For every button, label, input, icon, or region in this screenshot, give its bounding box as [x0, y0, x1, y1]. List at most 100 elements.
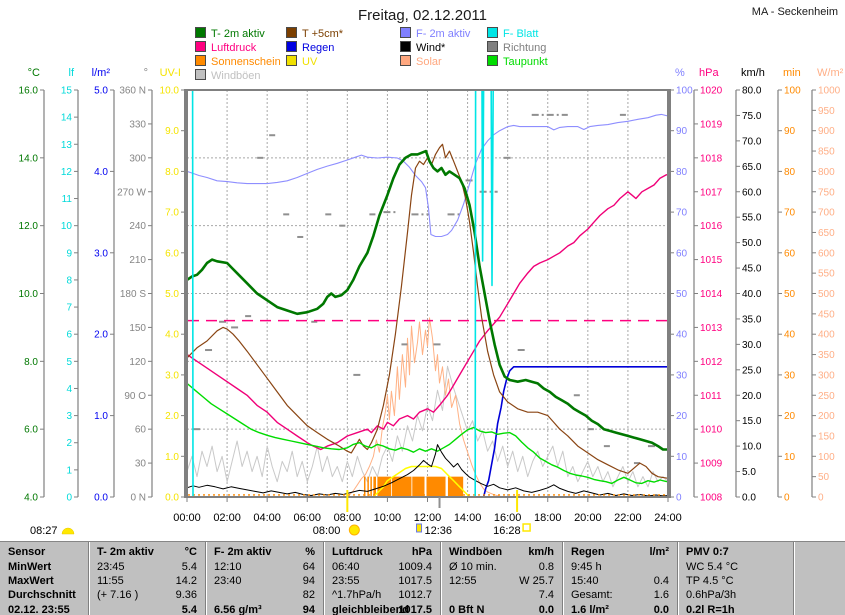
- x-tick-label: 14:00: [454, 512, 482, 524]
- x-tick-label: 08:00: [334, 512, 362, 524]
- table-header-row: Luftdruck hPa: [324, 546, 440, 559]
- table-cell: Regen: [571, 546, 605, 558]
- tick-label: 50.0: [742, 238, 762, 249]
- legend-swatch-icon: [195, 55, 206, 66]
- noon-time: 12:36: [425, 525, 453, 537]
- table-cell: Sensor: [8, 546, 46, 558]
- tick-label: 4.0: [94, 167, 108, 178]
- x-tick-label: 00:00: [173, 512, 201, 524]
- table-cell: 5.4: [181, 603, 197, 615]
- tick-label: 100: [676, 86, 693, 97]
- table-cell: MinWert: [8, 560, 52, 573]
- table-row: WC 5.4 °C: [678, 561, 793, 574]
- axis-title-lf: lf: [69, 67, 75, 79]
- zenith-icon: [416, 523, 423, 533]
- table-cell: 7.4: [538, 588, 554, 601]
- table-row: 9:45 h: [563, 561, 677, 574]
- tick-label: 900: [818, 126, 835, 137]
- table-cell: 11:55: [97, 574, 124, 587]
- table-cell: ^1.7hPa/h: [332, 588, 382, 601]
- tick-label: 10.0: [19, 289, 39, 300]
- tick-label: 850: [818, 147, 835, 158]
- legend-item-f-blatt: F- Blatt: [487, 27, 538, 40]
- tick-label: 1012: [700, 357, 723, 368]
- table-column-luftdruck: Luftdruck hPa 06:40 1009.4 23:55 1017.5 ^1.7hP…: [323, 542, 440, 615]
- tick-label: 10.0: [160, 86, 180, 97]
- tick-label: 1017: [700, 187, 723, 198]
- tick-label: 600: [818, 248, 835, 259]
- legend-item-sonnenschein: Sonnenschein: [195, 55, 281, 68]
- table-cell: 0.6hPa/3h: [686, 588, 737, 601]
- x-tick-label: 06:00: [293, 512, 321, 524]
- tick-label: 4: [66, 384, 72, 395]
- tick-label: 6.0: [165, 248, 179, 259]
- tick-label: 1009: [700, 459, 723, 470]
- table-row: 23:55 1017.5: [324, 575, 440, 588]
- table-cell: 0.0: [538, 603, 554, 615]
- sunrise-time-label: 08:27: [30, 525, 58, 537]
- tick-label: 25.0: [742, 365, 762, 376]
- tick-label: 9: [66, 248, 72, 259]
- table-cell: Windböen: [449, 546, 503, 558]
- tick-label: 150: [129, 323, 146, 334]
- table-cell: MaxWert: [8, 574, 54, 587]
- x-tick-label: 10:00: [374, 512, 402, 524]
- x-tick-label: 16:00: [494, 512, 522, 524]
- legend-swatch-icon: [487, 41, 498, 52]
- tick-label: 950: [818, 106, 835, 117]
- legend-label: Taupunkt: [503, 56, 548, 68]
- x-axis-labels: 00:00 02:00 04:00 06:00 08:00 10:00 12:00 14:00…: [173, 512, 682, 524]
- tick-label: 90: [784, 126, 796, 137]
- tick-label: 30: [676, 370, 688, 381]
- legend-label: Richtung: [503, 42, 547, 54]
- tick-label: 0: [676, 493, 682, 504]
- tick-label: 8.0: [24, 357, 38, 368]
- tick-label: 50: [784, 289, 796, 300]
- legend-label: T- 2m aktiv: [211, 28, 265, 40]
- tick-label: 10: [784, 452, 796, 463]
- tick-label: 0.0: [742, 493, 756, 504]
- table-header-row: T- 2m aktiv °C: [89, 546, 205, 559]
- axis-title-pct: %: [675, 67, 685, 79]
- tick-label: 80.0: [742, 86, 762, 97]
- tick-label: 75.0: [742, 111, 762, 122]
- tick-label: 1014: [700, 289, 723, 300]
- legend-swatch-icon: [286, 27, 297, 38]
- table-header-row: Regen l/m²: [563, 546, 677, 559]
- table-cell: l/m²: [649, 546, 669, 558]
- tick-label: 70: [676, 208, 688, 219]
- tick-label: 40: [784, 330, 796, 341]
- tick-label: 3.0: [165, 370, 179, 381]
- table-cell: km/h: [528, 546, 554, 558]
- tick-label: 330: [129, 119, 146, 130]
- tick-label: 120: [129, 357, 146, 368]
- series-luftdruck: [186, 174, 669, 451]
- table-cell: F- 2m aktiv: [214, 546, 272, 558]
- tick-label: 1016: [700, 221, 723, 232]
- table-cell: 94: [302, 603, 315, 615]
- legend-item-f-2m-aktiv: F- 2m aktiv: [400, 27, 470, 40]
- tick-label: 7.0: [165, 208, 179, 219]
- tick-label: 3.0: [94, 248, 108, 259]
- tick-label: 300: [818, 370, 835, 381]
- series-feuchte: [186, 113, 669, 238]
- axis-wm2: W/m²100095090085080075070065060055050045…: [811, 67, 844, 504]
- table-row: gleichbleibend 1017.5: [324, 604, 440, 615]
- table-cell: 9:45 h: [571, 560, 602, 573]
- legend-swatch-icon: [400, 55, 411, 66]
- tick-label: 1.0: [94, 411, 108, 422]
- series-fblatt: [186, 89, 669, 498]
- tick-label: 0.0: [94, 493, 108, 504]
- tick-label: 90: [676, 126, 688, 137]
- tick-label: 60: [784, 248, 796, 259]
- table-column-windb-en: Windböen km/h Ø 10 min. 0.8 12:55 W 25.7 7.4 0 …: [440, 542, 562, 615]
- table-cell: hPa: [411, 546, 432, 558]
- table-cell: 1.6 l/m²: [571, 603, 609, 615]
- tick-label: 100: [818, 452, 835, 463]
- tick-label: 1018: [700, 153, 723, 164]
- sun-icon: [348, 524, 360, 536]
- table-column-pmv-0-7: PMV 0:7 WC 5.4 °C TP 4.5 °C 0.6hPa/3h 0.2l R…: [677, 542, 793, 615]
- tick-label: 250: [818, 391, 835, 402]
